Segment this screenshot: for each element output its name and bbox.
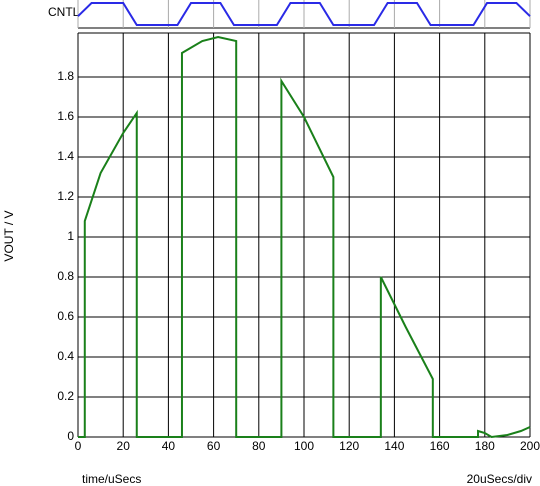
y-tick-label: 0 [67,429,74,443]
trace [78,35,531,439]
y-tick-label: 0.6 [57,309,74,323]
x-tick-label: 80 [252,439,266,453]
x-tick-label: 0 [75,439,82,453]
y-tick-label: 1.8 [57,69,74,83]
x-tick-label: 100 [294,439,314,453]
y-axis-label: VOUT / V [2,210,16,261]
x-tick-label: 160 [430,439,450,453]
y-tick-label: 0.4 [57,349,74,363]
scale-annotation: 20uSecs/div [467,472,532,486]
x-tick-label: 140 [384,439,404,453]
x-tick-label: 120 [339,439,359,453]
x-axis-label: time/uSecs [82,472,141,486]
trace [77,2,531,26]
y-tick-label: 1.6 [57,109,74,123]
x-tick-label: 200 [520,439,540,453]
y-tick-label: 0.2 [57,389,74,403]
x-tick-label: 60 [207,439,221,453]
y-tick-label: 1.4 [57,149,74,163]
x-tick-label: 20 [117,439,131,453]
y-tick-label: 1.2 [57,189,74,203]
y-tick-label: 1 [67,229,74,243]
x-tick-label: 40 [162,439,176,453]
x-tick-label: 180 [475,439,495,453]
y-tick-label: 0.8 [57,269,74,283]
cntl-label: CNTL [48,5,80,19]
